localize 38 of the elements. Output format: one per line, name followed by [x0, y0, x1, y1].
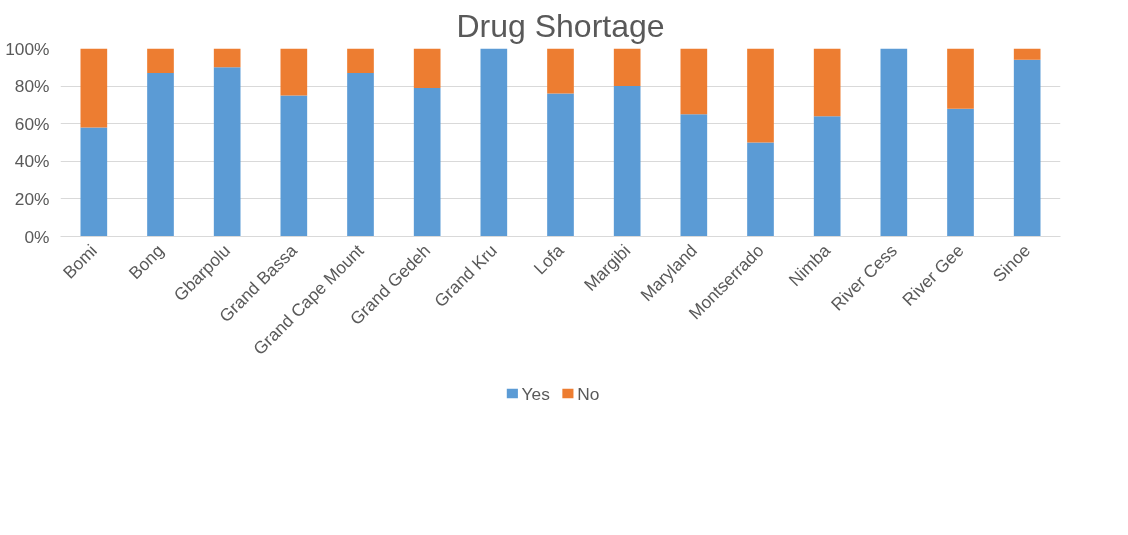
bar	[613, 86, 641, 237]
chart-title: Drug Shortage	[456, 7, 665, 44]
legend-label: Yes	[521, 383, 551, 404]
bar	[1013, 48, 1041, 60]
y-tick-label: 40%	[14, 151, 50, 172]
bar	[547, 48, 574, 94]
y-tick-label: 80%	[14, 76, 50, 97]
bar	[747, 48, 774, 143]
bar	[1013, 59, 1041, 237]
bar	[280, 48, 308, 96]
x-tick-label: Lofa	[529, 240, 568, 279]
bar	[547, 93, 574, 237]
bar	[413, 48, 441, 88]
bar	[813, 116, 841, 237]
bar	[147, 48, 174, 73]
bar	[947, 108, 974, 237]
bar	[213, 48, 241, 68]
bar	[947, 48, 974, 109]
bar	[347, 72, 374, 237]
bar	[613, 48, 641, 87]
bar	[280, 95, 308, 237]
bar	[747, 142, 774, 237]
bar	[80, 127, 108, 237]
y-tick-label: 20%	[14, 188, 50, 209]
legend-label: No	[577, 383, 600, 404]
bar	[680, 114, 708, 237]
bar	[347, 48, 374, 73]
y-tick-label: 60%	[14, 113, 50, 134]
bar	[413, 87, 441, 237]
bar	[213, 67, 241, 237]
bar	[480, 48, 508, 237]
y-tick-label: 0%	[24, 226, 50, 247]
bar	[680, 48, 708, 115]
bar	[813, 48, 841, 117]
y-tick-label: 100%	[5, 38, 50, 59]
bar	[80, 48, 108, 128]
bar	[880, 48, 908, 237]
bar	[147, 72, 174, 237]
